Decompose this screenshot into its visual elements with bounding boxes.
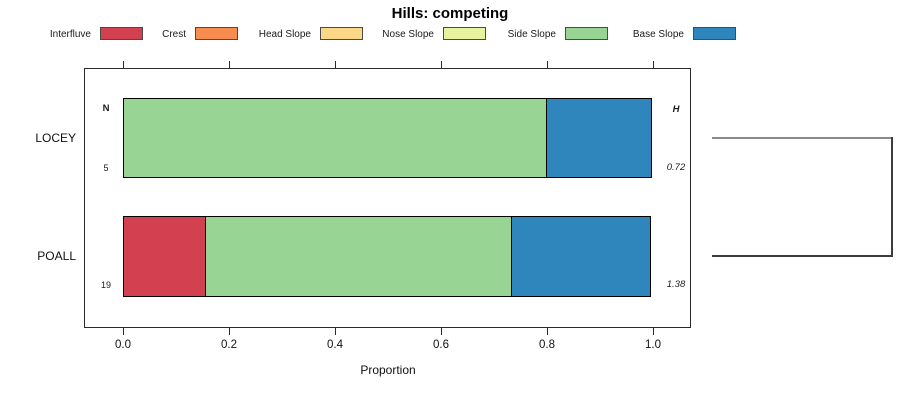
chart-title: Hills: competing xyxy=(391,5,509,22)
x-tick-label: 0.2 xyxy=(221,339,237,351)
n-column-header: N xyxy=(102,103,110,114)
bar-segment-side-slope xyxy=(205,216,513,297)
legend-swatch-side-slope xyxy=(565,27,608,40)
x-tick xyxy=(653,328,654,335)
h-value-locey: 0.72 xyxy=(666,162,686,173)
legend-label-crest: Crest xyxy=(162,29,186,40)
x-tick xyxy=(123,61,124,68)
category-label-poall: POALL xyxy=(37,249,76,263)
x-tick-label: 0.6 xyxy=(433,339,449,351)
stacked-bar-poall xyxy=(123,216,654,297)
legend-label-side-slope: Side Slope xyxy=(507,29,556,40)
x-tick-label: 0.0 xyxy=(115,339,131,351)
x-tick xyxy=(653,61,654,68)
legend-swatch-crest xyxy=(195,27,238,40)
x-tick xyxy=(229,328,230,335)
legend-swatch-base-slope xyxy=(693,27,736,40)
cluster-bracket-vertical-line xyxy=(891,137,893,257)
legend-label-head-slope: Head Slope xyxy=(258,29,311,40)
h-column-header: H xyxy=(672,104,680,115)
x-axis-title: Proportion xyxy=(360,363,416,377)
x-tick xyxy=(335,328,336,335)
legend-label-base-slope: Base Slope xyxy=(632,29,684,40)
bar-segment-base-slope xyxy=(546,98,653,178)
n-value-poall: 19 xyxy=(100,280,111,290)
x-tick xyxy=(335,61,336,68)
bar-segment-base-slope xyxy=(511,216,651,297)
cluster-bracket-top-line xyxy=(712,137,893,139)
n-value-locey: 5 xyxy=(103,163,109,173)
x-tick-label: 1.0 xyxy=(645,339,661,351)
stacked-bar-locey xyxy=(123,98,654,178)
legend-swatch-head-slope xyxy=(320,27,363,40)
bar-segment-interfluve xyxy=(123,216,207,297)
h-value-poall: 1.38 xyxy=(666,279,686,290)
x-tick xyxy=(441,61,442,68)
legend-swatch-nose-slope xyxy=(443,27,486,40)
x-tick xyxy=(547,61,548,68)
x-tick xyxy=(229,61,230,68)
x-tick xyxy=(441,328,442,335)
x-tick-label: 0.8 xyxy=(539,339,555,351)
x-tick xyxy=(547,328,548,335)
legend-label-nose-slope: Nose Slope xyxy=(382,29,434,40)
category-label-locey: LOCEY xyxy=(35,131,76,145)
cluster-bracket-bottom-line xyxy=(712,255,893,257)
bar-segment-side-slope xyxy=(123,98,548,178)
x-tick-label: 0.4 xyxy=(327,339,343,351)
x-tick xyxy=(123,328,124,335)
legend-swatch-interfluve xyxy=(100,27,143,40)
legend-label-interfluve: Interfluve xyxy=(49,29,91,40)
